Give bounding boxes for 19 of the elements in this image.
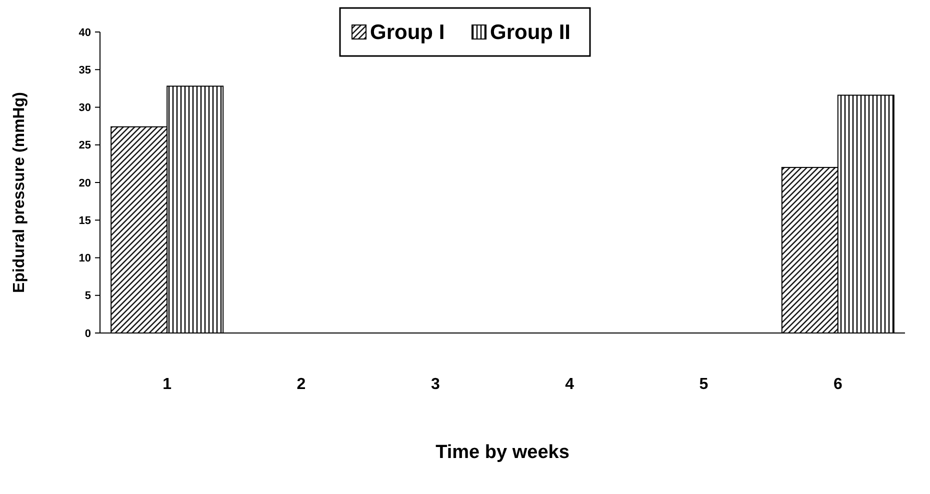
x-tick-label: 4 (565, 376, 574, 393)
y-tick-label: 20 (78, 177, 91, 190)
x-tick-label: 3 (430, 376, 440, 393)
y-tick-label: 15 (78, 214, 91, 227)
legend-label: Group I (370, 21, 445, 44)
y-tick-label: 0 (84, 328, 91, 340)
y-tick-label: 10 (78, 252, 91, 265)
y-tick-label: 35 (78, 64, 91, 76)
x-tick-label: 1 (162, 376, 172, 393)
x-axis-title: Time by weeks (436, 442, 570, 463)
x-tick-label: 2 (296, 376, 306, 393)
y-tick-label: 40 (78, 26, 91, 39)
legend-label: Group II (490, 21, 570, 44)
y-tick-label: 5 (84, 290, 91, 302)
x-tick-label: 6 (833, 376, 842, 393)
x-tick-label: 5 (699, 376, 708, 393)
y-tick-label: 25 (78, 140, 91, 152)
y-axis-title: Epidural pressure (mmHg) (11, 92, 28, 293)
y-tick-label: 30 (78, 102, 91, 114)
